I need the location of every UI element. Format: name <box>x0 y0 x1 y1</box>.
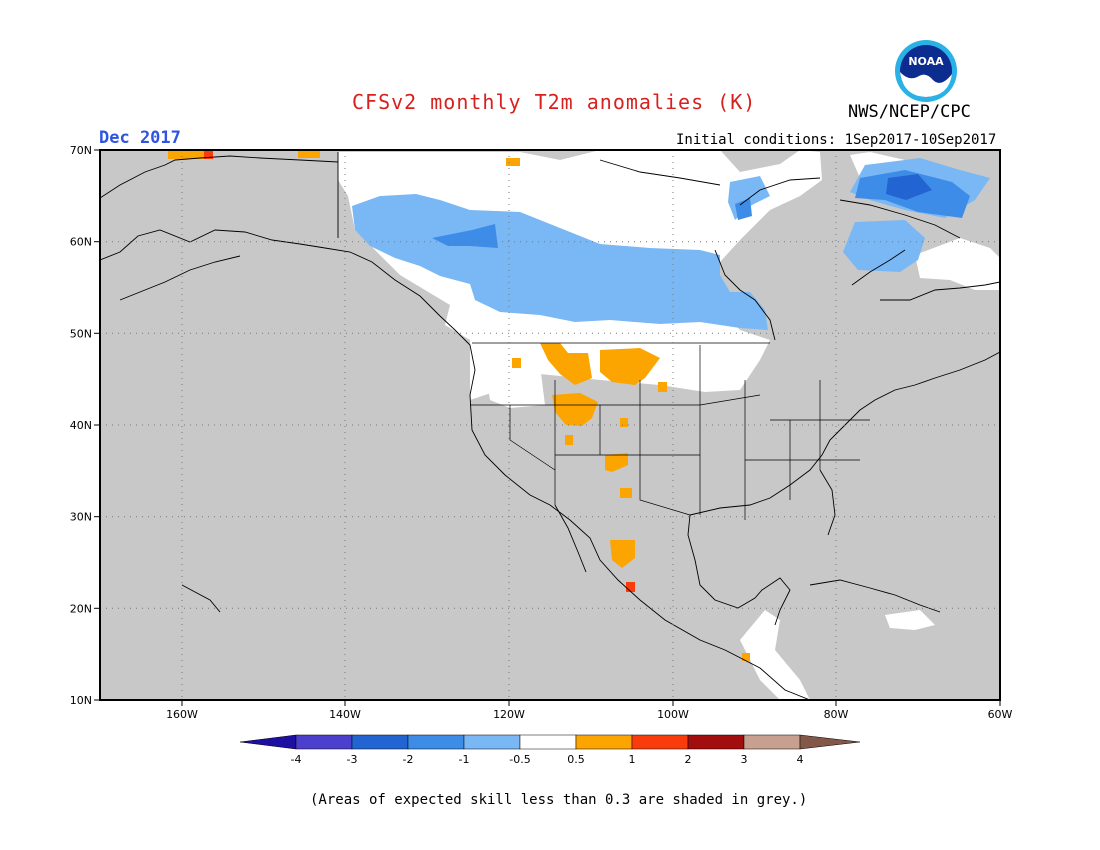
colorbar-arrow-high <box>799 734 861 750</box>
warm-anomaly-strong-alaska <box>204 150 213 159</box>
warm-anomaly-chihuahua <box>620 488 632 498</box>
warm-anomaly-montana <box>540 343 592 385</box>
colorbar-tick: 1 <box>629 753 636 766</box>
lat-label: 10N <box>70 694 92 707</box>
cold-anomaly-quebec <box>843 220 925 272</box>
near-normal-region-labrador <box>915 238 1000 290</box>
near-normal-region-central-america <box>740 610 810 700</box>
lon-label: 140W <box>329 708 361 721</box>
color-bar: -4 -3 -2 -1 -0.5 0.5 1 2 3 4 <box>239 734 861 766</box>
lat-label: 50N <box>70 327 92 340</box>
cold-anomaly-severe-baffin <box>886 174 932 200</box>
warm-anomaly-mexico <box>610 540 635 568</box>
graticule <box>100 150 1000 700</box>
colorbar-tick: -1 <box>459 753 470 766</box>
lon-label: 160W <box>166 708 198 721</box>
colorbar-swatch <box>295 734 353 750</box>
warm-anomaly-arctic <box>506 158 520 166</box>
colorbar-swatch <box>407 734 465 750</box>
colorbar-swatch <box>519 734 577 750</box>
near-normal-region-caribbean <box>885 610 935 630</box>
lon-label: 80W <box>824 708 849 721</box>
colorbar-tick: -3 <box>347 753 358 766</box>
warm-anomaly-alaska-north <box>168 150 208 159</box>
colorbar-swatch <box>631 734 689 750</box>
lat-label: 20N <box>70 602 92 615</box>
cold-anomaly-canada <box>352 194 768 330</box>
map-title: CFSv2 monthly T2m anomalies (K) <box>352 90 757 114</box>
lat-label: 30N <box>70 511 92 524</box>
cold-anomaly-strong-hudson <box>735 198 752 220</box>
initial-conditions: Initial conditions: 1Sep2017-10Sep2017 <box>676 132 997 148</box>
lon-label: 120W <box>493 708 525 721</box>
colorbar-swatch <box>743 734 801 750</box>
colorbar-tick: 0.5 <box>567 753 585 766</box>
lon-label: 100W <box>657 708 689 721</box>
colorbar-tick: -2 <box>403 753 414 766</box>
warm-anomaly-oregon <box>512 358 521 368</box>
near-normal-region-west-us <box>485 365 545 408</box>
warm-anomaly-dakotas <box>600 348 660 385</box>
forecast-month: Dec 2017 <box>99 128 181 148</box>
lon-label: 60W <box>988 708 1013 721</box>
warm-anomaly-nebraska <box>658 382 667 392</box>
latitude-axis: 70N 60N 50N 40N 30N 20N 10N <box>70 144 100 707</box>
skill-footnote: (Areas of expected skill less than 0.3 a… <box>310 792 808 808</box>
colorbar-swatch <box>575 734 633 750</box>
colorbar-swatch <box>351 734 409 750</box>
warm-anomaly-colorado <box>620 418 628 427</box>
colorbar-swatch <box>687 734 745 750</box>
lat-label: 60N <box>70 236 92 249</box>
lat-label: 40N <box>70 419 92 432</box>
warm-anomaly-beaufort <box>298 150 320 158</box>
warm-anomaly-strong-mexico <box>626 582 635 592</box>
agency-label: NWS/NCEP/CPC <box>848 102 971 122</box>
noaa-logo: NOAA <box>895 40 957 102</box>
colorbar-arrow-low <box>239 734 297 750</box>
warm-anomaly-utah <box>565 435 573 445</box>
warm-anomaly-new-mexico <box>605 453 628 472</box>
lat-label: 70N <box>70 144 92 157</box>
warm-anomaly-idaho <box>552 393 598 426</box>
colorbar-tick: 4 <box>797 753 804 766</box>
colorbar-tick: -4 <box>291 753 302 766</box>
colorbar-tick: 2 <box>685 753 692 766</box>
longitude-axis: 160W 140W 120W 100W 80W 60W <box>166 700 1013 721</box>
colorbar-tick: 3 <box>741 753 748 766</box>
noaa-logo-text: NOAA <box>908 55 944 68</box>
warm-anomaly-guatemala <box>742 653 750 661</box>
colorbar-tick: -0.5 <box>509 753 530 766</box>
political-borders <box>470 342 870 520</box>
colorbar-swatch <box>463 734 521 750</box>
